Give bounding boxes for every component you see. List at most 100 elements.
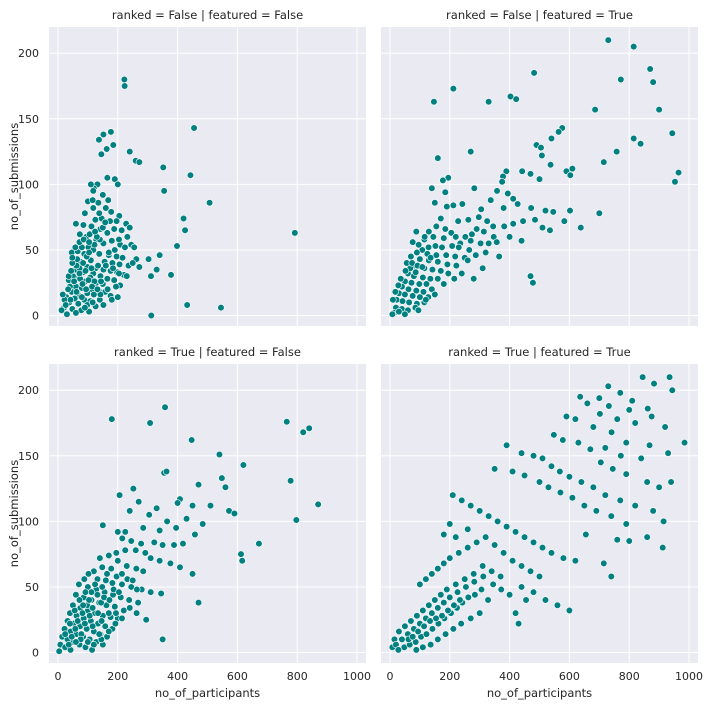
scatter-point — [127, 537, 135, 545]
scatter-point — [87, 264, 96, 272]
scatter-point — [161, 403, 169, 411]
scatter-point — [428, 266, 437, 274]
scatter-point — [89, 196, 97, 204]
scatter-point — [591, 106, 599, 114]
scatter-point — [428, 609, 436, 617]
scatter-point — [76, 230, 84, 238]
scatter-point — [425, 601, 433, 609]
scatter-point — [461, 575, 469, 583]
scatter-point — [428, 184, 436, 192]
scatter-point — [660, 517, 668, 525]
scatter-point — [146, 419, 154, 427]
scatter-point — [99, 191, 107, 199]
scatter-point — [462, 583, 470, 591]
scatter-point — [78, 293, 86, 301]
scatter-point — [476, 239, 485, 247]
facet-panel-3: ranked = True | featured = False 0 50 100 15… — [7, 345, 371, 700]
scatter-point — [205, 199, 214, 207]
scatter-point — [425, 227, 433, 236]
scatter-point — [107, 564, 115, 573]
x-tick-label: 200 — [107, 670, 128, 683]
scatter-point — [479, 562, 487, 570]
scatter-point — [631, 502, 639, 510]
scatter-point — [112, 549, 120, 557]
scatter-point — [646, 65, 654, 73]
scatter-point — [580, 502, 588, 510]
scatter-point — [431, 199, 439, 207]
scatter-point — [639, 373, 647, 381]
scatter-point — [157, 589, 165, 598]
scatter-point — [407, 252, 415, 261]
scatter-point — [415, 280, 423, 288]
scatter-point — [71, 606, 79, 615]
scatter-point — [443, 260, 451, 268]
scatter-point — [118, 614, 126, 623]
scatter-point — [431, 290, 439, 299]
scatter-point — [461, 233, 469, 241]
scatter-point — [85, 596, 93, 604]
scatter-point — [186, 171, 195, 179]
scatter-point — [595, 394, 603, 402]
scatter-point — [437, 591, 445, 599]
scatter-point — [455, 549, 463, 557]
scatter-point — [81, 588, 90, 596]
scatter-point — [491, 541, 499, 549]
scatter-point — [541, 596, 550, 604]
y-tick-label: 100 — [18, 178, 39, 191]
scatter-point — [489, 580, 497, 588]
scatter-point — [104, 285, 112, 293]
scatter-point — [93, 285, 102, 293]
scatter-point — [556, 488, 565, 497]
scatter-point — [544, 483, 553, 491]
scatter-point — [556, 467, 564, 476]
scatter-point — [176, 563, 184, 571]
scatter-point — [135, 263, 143, 271]
scatter-point — [434, 635, 442, 643]
y-tick-label: 50 — [25, 581, 39, 594]
scatter-point — [413, 248, 421, 257]
scatter-point — [414, 306, 422, 314]
scatter-point — [129, 259, 137, 267]
scatter-point — [452, 233, 460, 241]
scatter-point — [535, 175, 544, 183]
scatter-point — [145, 511, 153, 519]
scatter-point — [135, 498, 143, 506]
x-tick-label: 200 — [439, 670, 460, 683]
scatter-point — [464, 543, 472, 552]
scatter-point — [535, 572, 544, 581]
scatter-point — [99, 301, 108, 309]
scatter-point — [530, 69, 538, 77]
scatter-point — [162, 467, 171, 476]
facet-panel-2: ranked = False | featured = True — [381, 8, 698, 326]
x-tick-label: 0 — [54, 670, 61, 683]
scatter-point — [108, 237, 116, 245]
scatter-point — [529, 279, 537, 287]
scatter-point — [541, 206, 550, 215]
scatter-point — [434, 154, 442, 162]
scatter-point — [494, 517, 502, 525]
scatter-point — [517, 562, 526, 570]
scatter-point — [412, 227, 420, 236]
scatter-point — [576, 393, 584, 401]
y-tick-label: 150 — [18, 450, 39, 463]
scatter-point — [65, 641, 73, 649]
scatter-point — [648, 412, 656, 421]
scatter-point — [605, 402, 613, 410]
scatter-point — [159, 163, 167, 171]
scatter-point — [188, 502, 197, 510]
scatter-point — [101, 622, 109, 630]
scatter-point — [70, 277, 78, 286]
scatter-point — [655, 106, 663, 114]
scatter-point — [99, 521, 107, 529]
scatter-point — [514, 200, 522, 208]
x-tick-label: 400 — [167, 670, 188, 683]
scatter-point — [440, 530, 448, 539]
scatter-point — [81, 267, 90, 275]
scatter-point — [91, 580, 99, 588]
scatter-point — [467, 147, 475, 156]
scatter-point — [115, 235, 123, 244]
scatter-point — [595, 209, 603, 217]
scatter-point — [115, 588, 123, 596]
scatter-point — [283, 418, 291, 426]
x-tick-label: 600 — [227, 670, 248, 683]
